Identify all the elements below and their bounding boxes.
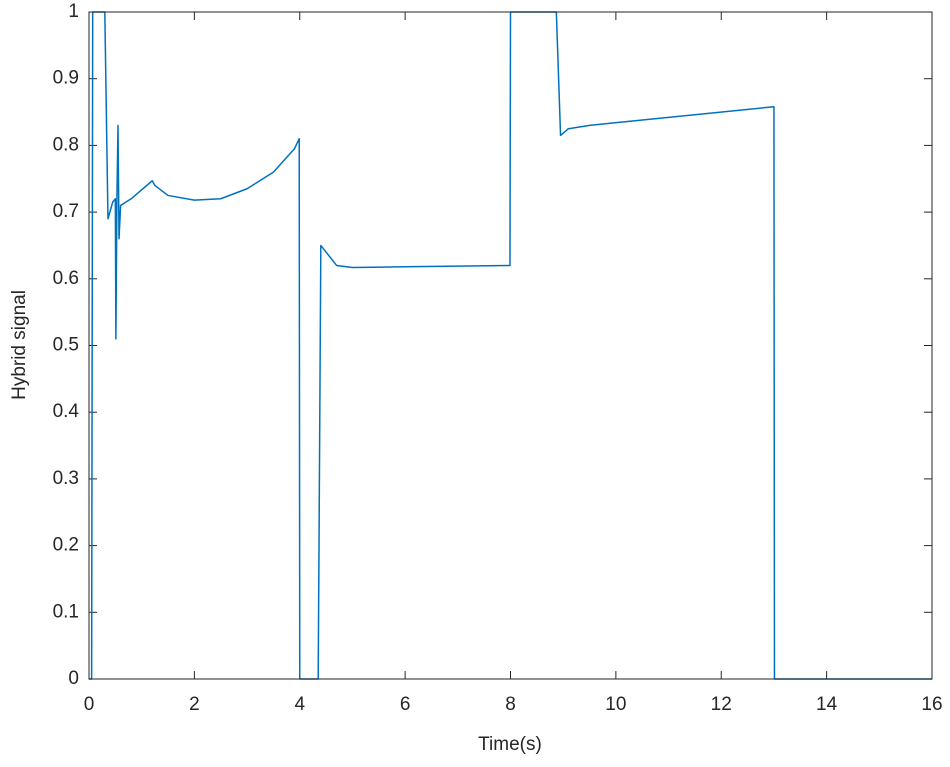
y-tick-label: 0.3 xyxy=(53,468,79,489)
y-tick-label: 0.9 xyxy=(53,68,79,89)
y-tick-label: 0.4 xyxy=(53,401,80,422)
y-tick-label: 0.7 xyxy=(53,201,79,222)
y-tick-label: 0.1 xyxy=(53,601,79,622)
y-axis-label: Hybrid signal xyxy=(9,290,30,400)
x-tick-label: 14 xyxy=(816,694,838,715)
axes-box xyxy=(88,11,933,680)
x-tick-label: 16 xyxy=(921,694,942,715)
y-tick-label: 0.2 xyxy=(53,535,79,556)
y-tick-label: 0.5 xyxy=(53,335,79,356)
x-tick-label: 2 xyxy=(189,694,200,715)
x-tick-label: 8 xyxy=(505,694,516,715)
y-tick-label: 0 xyxy=(68,668,79,689)
x-tick-label: 10 xyxy=(605,694,626,715)
x-tick-label: 6 xyxy=(400,694,411,715)
x-tick-label: 4 xyxy=(294,694,305,715)
x-tick-label: 12 xyxy=(711,694,732,715)
y-tick-label: 0.6 xyxy=(53,268,79,289)
x-tick-label: 0 xyxy=(84,694,95,715)
y-tick-label: 0.8 xyxy=(53,134,79,155)
x-axis-label: Time(s) xyxy=(478,734,542,755)
y-tick-label: 1 xyxy=(68,1,79,22)
